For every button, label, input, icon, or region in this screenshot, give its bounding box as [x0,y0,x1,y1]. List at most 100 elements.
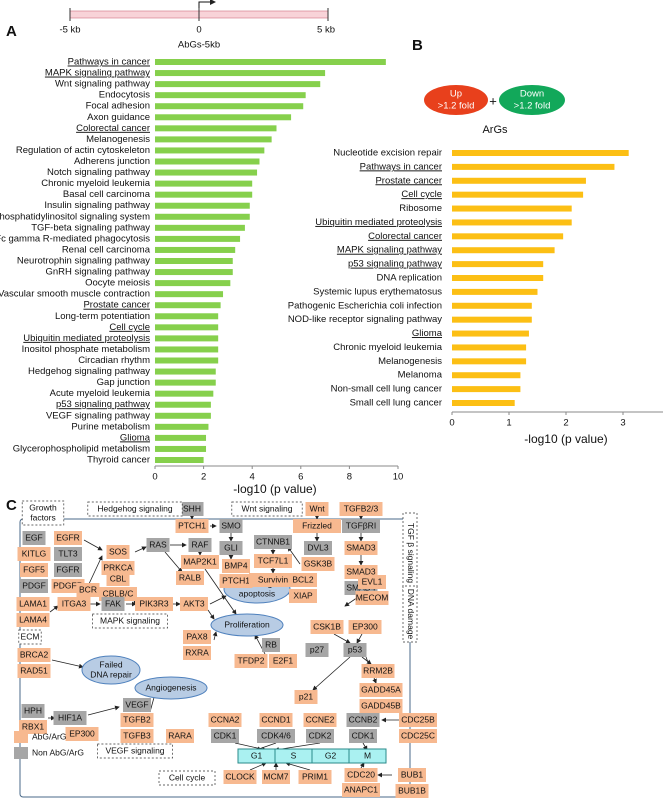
gene-label: VEGF [125,699,148,709]
legend-swatch [14,731,28,743]
gene-label: PDGF [22,580,46,590]
bar [155,81,321,88]
gene-box [208,713,242,727]
gene-label: p21 [299,691,313,701]
bar [155,302,221,309]
gene-box [180,597,208,611]
gene-label: SHH [183,503,201,513]
gene-label: PTCH1 [222,575,250,585]
category-label: Inositol phosphate metabolism [22,344,150,355]
bar [452,302,532,309]
bar [155,202,250,209]
gene-label: TGFB3 [123,730,151,740]
gene-label: RXRA [185,647,209,657]
category-label: DNA replication [377,273,442,284]
gene-label: BUB1B [398,785,426,795]
gene-box [342,519,380,533]
gene-label: TLT3 [58,548,77,558]
arrow [87,705,120,716]
gene-box [359,699,403,713]
gene-box [301,557,335,571]
gene-label: FGFR [56,564,79,574]
arrow [164,551,183,573]
gene-box [123,698,151,712]
bar [155,158,260,165]
gene-label: ITGA3 [62,598,87,608]
gene-label: AKT3 [183,598,205,608]
bar [452,358,527,365]
gene-label: CLOCK [225,771,255,781]
arrow [212,631,218,641]
category-label: Regulation of actin cytoskeleton [16,145,150,156]
bar [155,379,216,386]
arrow [204,568,237,615]
category-label: Pathways in cancer [68,57,150,68]
gene-label: LAMA1 [19,598,47,608]
bar [155,213,250,220]
gene-box [339,502,383,516]
group-label: Hedgehog signaling [97,503,172,513]
gene-label: RBX1 [22,721,44,731]
group-label: TGF β signaling [406,523,416,583]
bar [452,330,529,337]
gene-box [17,648,51,662]
bar [155,346,219,353]
region-label: 5 kb [317,25,335,36]
bar [452,372,521,379]
legend-swatch [14,747,28,759]
bar [155,235,241,242]
group-label: DNA damage [406,589,416,640]
arrow [51,659,84,669]
group-label: Cell cycle [169,772,206,782]
x-axis-title: -log10 (p value) [233,482,316,496]
category-label: Glioma [412,328,443,339]
category-label: Chronic myeloid leukemia [333,342,442,353]
gene-box [20,579,48,593]
category-label: Cell cycle [109,322,150,333]
x-tick-label: 0 [152,472,157,483]
gene-box [175,519,209,533]
gene-label: BRCA2 [20,649,49,659]
category-label: Insulin signaling pathway [44,200,150,211]
gene-box [262,770,290,784]
gene-box [57,597,91,611]
category-label: Neurotrophin signaling pathway [17,256,150,267]
gene-label: MECOM [356,592,389,602]
category-label: Vascular smooth muscle contraction [0,289,150,300]
region-title: AbGs-5kb [178,40,220,51]
group-label: VEGF signaling [105,745,164,755]
gene-box [342,783,380,797]
gene-box [146,538,170,552]
bar [155,180,253,187]
gene-box [234,654,268,668]
bar [452,205,572,212]
gene-box [254,535,292,549]
gene-box [355,591,389,605]
gene-label: GADD45B [361,700,401,710]
gene-label: FAK [105,598,121,608]
phenotype-label: Proliferation [224,619,270,629]
bar [155,335,219,342]
category-label: Colorectal cancer [368,231,442,242]
gene-label: RB [265,639,277,649]
arrow [359,762,365,769]
gene-label: Survivin [258,574,289,584]
bar [155,92,306,99]
gene-label: HPH [24,705,42,715]
arrow [49,605,59,613]
gene-label: CDK1 [352,730,375,740]
gene-box [294,690,318,704]
gene-box [343,643,367,657]
gene-box [176,571,204,585]
bar [452,400,515,406]
group-label: MAPK signaling [100,615,160,625]
gene-box [269,654,297,668]
category-label: Melanogenesis [86,134,150,145]
group-box [402,585,418,643]
bar [155,125,277,132]
panel-label: C [6,497,17,514]
bar [155,324,219,331]
panel-label: B [412,37,423,54]
phase-box [348,748,387,764]
